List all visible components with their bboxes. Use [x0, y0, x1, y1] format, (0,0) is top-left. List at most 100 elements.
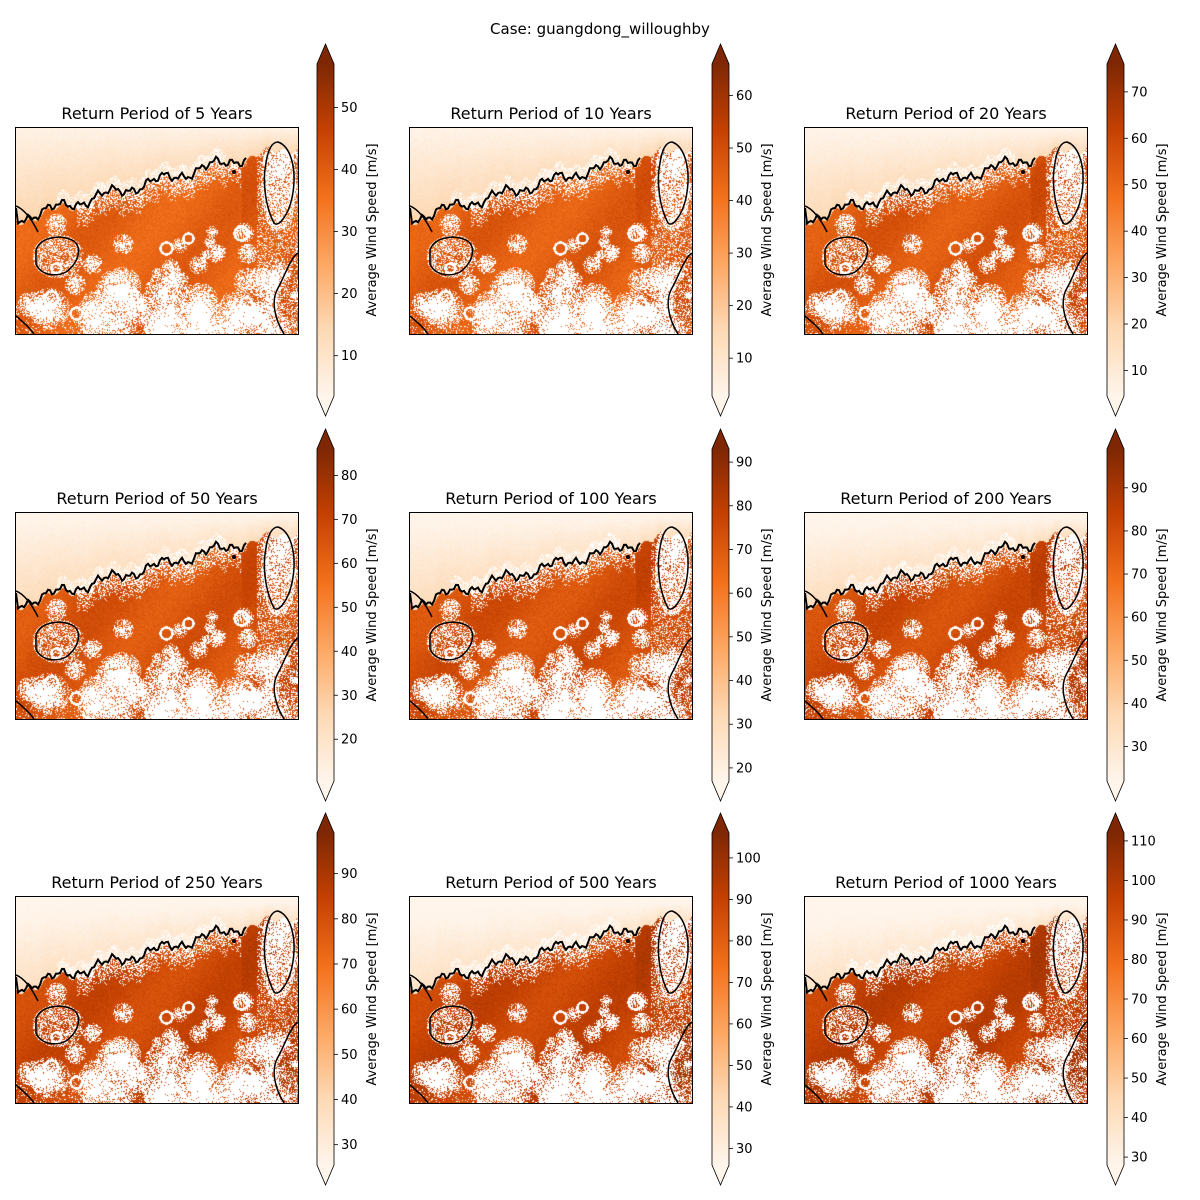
coastline: [16, 1084, 35, 1103]
coastline: [805, 1084, 824, 1103]
heatmap-raster: [410, 897, 692, 1103]
colorbar-gradient: [1107, 64, 1124, 396]
heatmap-raster: [410, 513, 692, 719]
colorbar-tick-label: 80: [1131, 524, 1148, 539]
colorbar-outline: [711, 811, 730, 1187]
coastline: [16, 315, 35, 334]
colorbar-extend-min: [712, 1165, 729, 1185]
colorbar-tick-label: 90: [1131, 913, 1148, 928]
colorbar-tick-label: 60: [341, 557, 358, 572]
coastline-overlay: [805, 910, 1087, 1103]
colorbar-tick-label: 40: [341, 645, 358, 660]
colorbar-tick-label: 30: [736, 1142, 753, 1157]
colorbar-tick-label: 30: [1131, 1151, 1148, 1166]
colorbar-tick-label: 30: [341, 689, 358, 704]
coastline: [429, 236, 474, 276]
colorbar-tick-label: 80: [736, 934, 753, 949]
heatmap-raster: [16, 128, 298, 334]
colorbar-tick-label: 80: [1131, 953, 1148, 968]
coastline: [16, 700, 35, 719]
coastline: [410, 155, 641, 226]
colorbar-tick-label: 40: [1131, 697, 1148, 712]
colorbar-gradient: [712, 64, 729, 396]
coastline: [16, 540, 247, 611]
colorbar-gradient: [712, 833, 729, 1165]
island-marker: [232, 170, 236, 174]
coastline: [824, 236, 869, 276]
island-marker: [1021, 939, 1025, 943]
colorbar-tick-label: 60: [1131, 1032, 1148, 1047]
colorbar: 20 30 40 50 60 70 80 90 Average Wind Speed [m/s]: [711, 427, 775, 803]
colorbar-tick-label: 50: [736, 630, 753, 645]
colorbar: 10 20 30 40 50 60 70 Average Wind Speed [m/s]: [1106, 42, 1170, 418]
colorbar-tick-label: 50: [341, 601, 358, 616]
colorbar: 30 40 50 60 70 80 90 100 110 Average Wind Speed […: [1106, 811, 1170, 1187]
panel-title: Return Period of 500 Years: [445, 873, 657, 892]
colorbar-extend-max: [1107, 44, 1124, 64]
coastline-overlay: [410, 141, 692, 334]
heatmap-panel: [804, 127, 1088, 335]
colorbar-extend-max: [317, 813, 334, 833]
colorbar-tick-label: 20: [341, 733, 358, 748]
heatmap-panel: [804, 896, 1088, 1104]
colorbar: 30 40 50 60 70 80 90 100 Average Wind Speed [m/s…: [711, 811, 775, 1187]
heatmap-panel: [409, 512, 693, 720]
coastline: [35, 236, 80, 276]
coastline: [16, 924, 247, 995]
panel-title: Return Period of 250 Years: [51, 873, 263, 892]
colorbar-tick-label: 100: [736, 851, 761, 866]
coastline: [410, 974, 433, 1002]
coastline: [410, 315, 429, 334]
colorbar-tick-label: 30: [736, 718, 753, 733]
heatmap-panel: [15, 127, 299, 335]
heatmap-panel: [15, 512, 299, 720]
coastline-overlay: [16, 910, 298, 1103]
coastline: [273, 252, 298, 334]
colorbar-extend-max: [317, 44, 334, 64]
colorbar-tick-label: 80: [341, 912, 358, 927]
island-marker: [1021, 170, 1025, 174]
colorbar-label: Average Wind Speed [m/s]: [1155, 912, 1170, 1085]
coastline: [805, 540, 1036, 611]
coastline: [410, 540, 641, 611]
colorbar-extend-min: [317, 1165, 334, 1185]
island-marker: [1021, 555, 1025, 559]
coastline-overlay: [410, 526, 692, 719]
coastline: [410, 1084, 429, 1103]
colorbar-tick-label: 50: [1131, 178, 1148, 193]
colorbar-tick-label: 50: [341, 1048, 358, 1063]
heatmap-raster: [410, 128, 692, 334]
coastline: [805, 590, 828, 618]
colorbar-tick-label: 50: [341, 101, 358, 116]
coastline: [273, 1021, 298, 1103]
coastline: [657, 526, 689, 610]
coastline-overlay: [805, 141, 1087, 334]
colorbar-tick-label: 50: [736, 1059, 753, 1074]
colorbar-tick-label: 60: [341, 1003, 358, 1018]
coastline: [1052, 910, 1084, 994]
coastline: [35, 1005, 80, 1045]
colorbar-extend-max: [712, 813, 729, 833]
colorbar-extend-max: [1107, 429, 1124, 449]
coastline: [263, 141, 295, 225]
heatmap-panel: [15, 896, 299, 1104]
colorbar-tick-label: 60: [1131, 611, 1148, 626]
colorbar-outline: [1106, 42, 1125, 418]
colorbar-tick-label: 90: [736, 893, 753, 908]
panel-title: Return Period of 5 Years: [61, 104, 253, 123]
colorbar-gradient: [1107, 833, 1124, 1165]
coastline: [263, 910, 295, 994]
heatmap-raster: [16, 513, 298, 719]
colorbar-tick-label: 60: [1131, 132, 1148, 147]
coastline: [805, 205, 828, 233]
colorbar-tick-label: 70: [341, 957, 358, 972]
colorbar-extend-max: [317, 429, 334, 449]
panel-title: Return Period of 50 Years: [56, 489, 258, 508]
coastline: [16, 590, 39, 618]
coastline-overlay: [805, 526, 1087, 719]
coastline: [667, 1021, 692, 1103]
colorbar-extend-min: [712, 396, 729, 416]
island-marker: [232, 939, 236, 943]
colorbar-extend-max: [1107, 813, 1124, 833]
colorbar-tick-label: 30: [341, 1138, 358, 1153]
